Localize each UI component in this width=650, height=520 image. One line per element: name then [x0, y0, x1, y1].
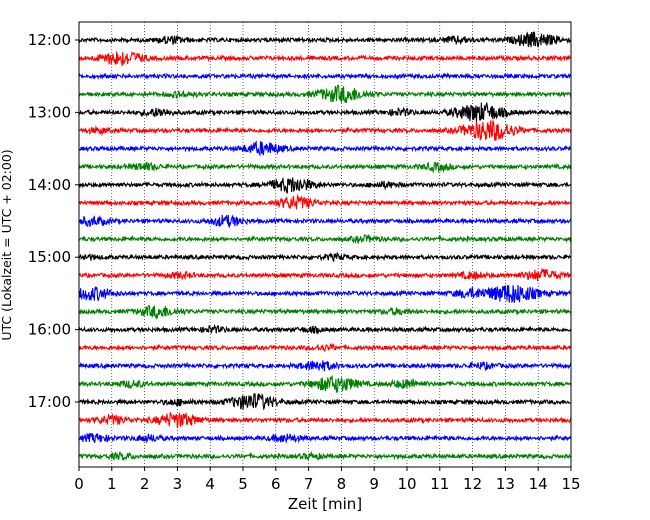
- trace-1245: [78, 84, 572, 104]
- trace-1615: [78, 342, 572, 352]
- y-tick-label-15:00: 15:00: [28, 248, 71, 266]
- y-axis-label: UTC (Lokalzeit = UTC + 02:00): [0, 149, 14, 340]
- trace-1430: [78, 214, 572, 228]
- x-tick-label-14: 14: [529, 475, 548, 493]
- seismic-traces: [78, 31, 572, 462]
- trace-1200: [78, 31, 572, 48]
- x-tick-label-0: 0: [74, 475, 84, 493]
- x-tick-label-6: 6: [271, 475, 281, 493]
- trace-1645: [78, 375, 572, 393]
- trace-1230: [78, 72, 572, 81]
- x-tick-label-1: 1: [107, 475, 117, 493]
- plot-frame: [78, 21, 572, 468]
- trace-1515: [78, 267, 572, 282]
- x-tick-label-5: 5: [238, 475, 248, 493]
- trace-1745: [78, 450, 572, 462]
- trace-1700: [78, 392, 572, 411]
- x-tick-label-10: 10: [397, 475, 416, 493]
- trace-1330: [78, 139, 572, 157]
- trace-1415: [78, 193, 572, 210]
- x-tick-label-9: 9: [369, 475, 379, 493]
- x-tick-label-8: 8: [337, 475, 347, 493]
- trace-1500: [78, 251, 572, 263]
- x-tick-label-2: 2: [140, 475, 150, 493]
- y-tick-label-12:00: 12:00: [28, 31, 71, 49]
- y-tick-label-14:00: 14:00: [28, 176, 71, 194]
- y-axis: 12:00 13:00 14:00 15:00 16:00 17:00: [28, 31, 79, 411]
- x-axis-label: Zeit [min]: [288, 495, 362, 513]
- y-tick-label-17:00: 17:00: [28, 393, 71, 411]
- y-tick-label-16:00: 16:00: [28, 321, 71, 339]
- trace-1400: [78, 177, 572, 194]
- x-tick-label-11: 11: [430, 475, 449, 493]
- x-tick-label-7: 7: [304, 475, 314, 493]
- trace-1730: [78, 432, 572, 444]
- trace-1300: [78, 101, 572, 122]
- trace-1315: [78, 120, 571, 141]
- trace-1715: [78, 411, 572, 429]
- x-axis: 0 1 2 3 4 5 6 7 8 9 10 11 12 13 14 15: [74, 467, 581, 493]
- trace-1600: [78, 323, 572, 335]
- trace-1545: [78, 304, 572, 320]
- grid-lines: [111, 22, 539, 467]
- trace-1345: [78, 161, 572, 174]
- x-tick-label-13: 13: [496, 475, 515, 493]
- x-tick-label-3: 3: [173, 475, 183, 493]
- x-tick-label-15: 15: [561, 475, 580, 493]
- x-tick-label-4: 4: [205, 475, 215, 493]
- trace-1530: [78, 285, 572, 304]
- x-tick-label-12: 12: [463, 475, 482, 493]
- trace-1630: [78, 360, 572, 372]
- trace-1445: [78, 233, 572, 245]
- y-tick-label-13:00: 13:00: [28, 103, 71, 121]
- trace-1215: [78, 50, 572, 67]
